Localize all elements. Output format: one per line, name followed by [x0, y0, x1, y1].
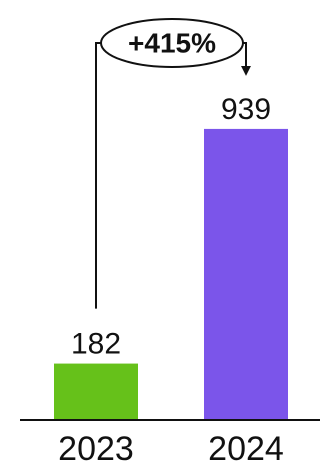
x-tick-label-2024: 2024	[208, 430, 284, 468]
change-annotation: +415%	[95, 18, 251, 309]
bars-layer	[54, 128, 288, 420]
growth-percent-label: +415%	[128, 28, 216, 59]
data-label-2023: 182	[71, 328, 121, 361]
bar-2024	[204, 128, 288, 420]
growth-badge-outline	[100, 18, 244, 68]
bar-2023	[54, 363, 138, 420]
data-label-2024: 939	[221, 93, 271, 126]
data-labels-layer: 182 939	[71, 93, 271, 361]
x-tick-label-2023: 2023	[58, 430, 134, 468]
x-tick-labels-layer: 2023 2024	[58, 430, 284, 468]
